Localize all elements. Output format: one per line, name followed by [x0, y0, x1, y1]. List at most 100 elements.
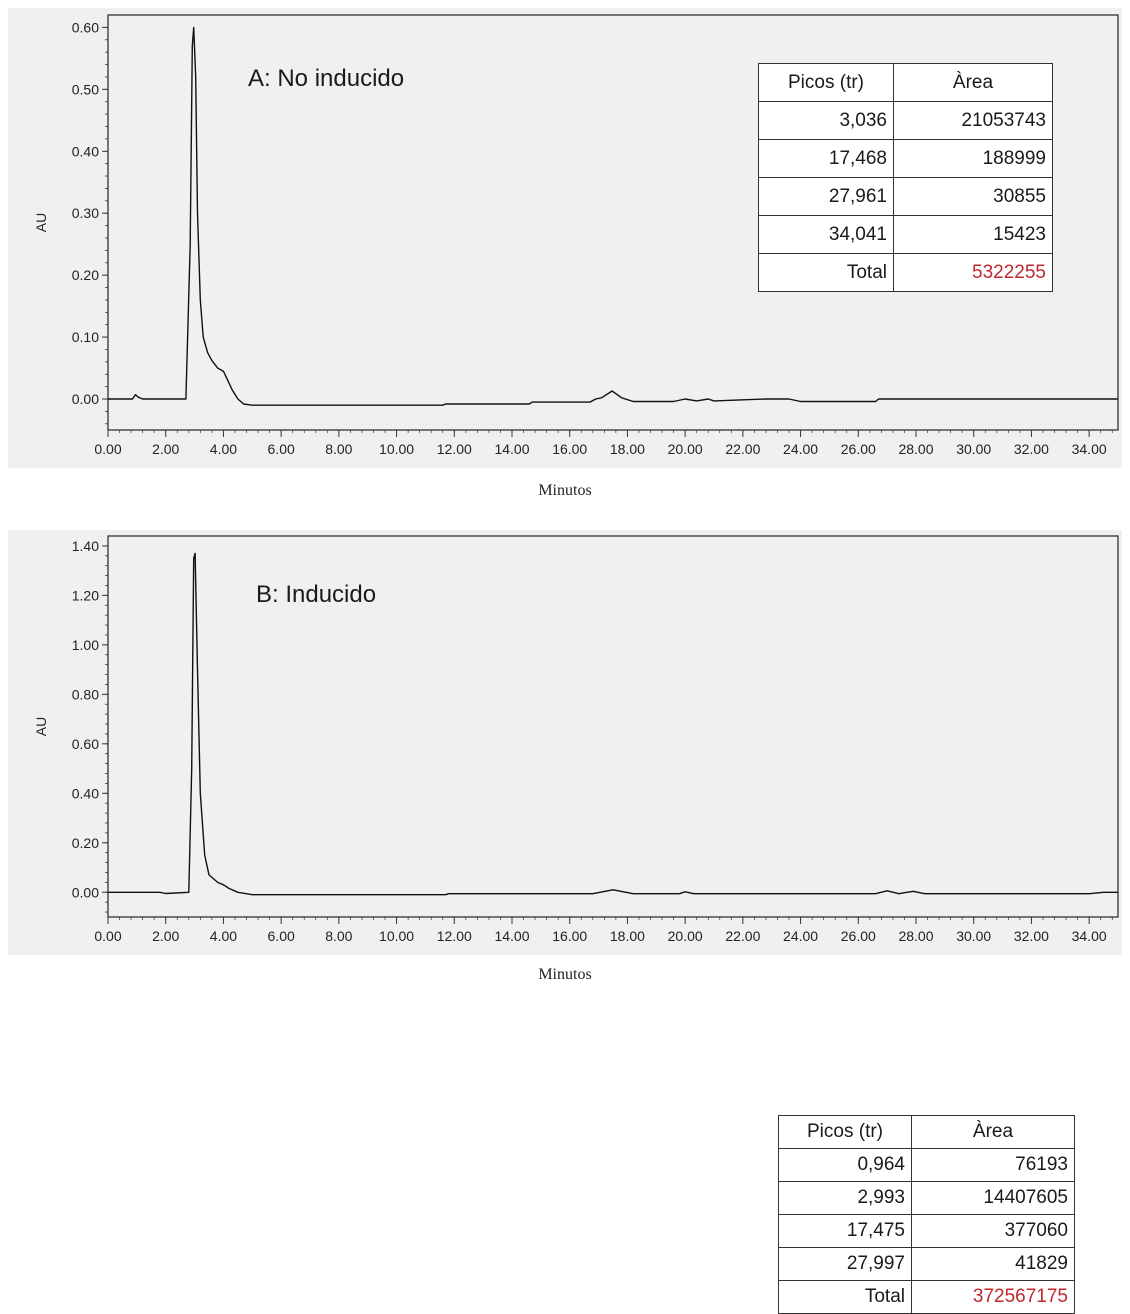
y-axis-label: AU [33, 717, 49, 736]
table-total-row: Total 5322255 [758, 253, 1053, 292]
col-header-area: Àrea [893, 63, 1053, 102]
chart-panel-b: 0.00 0.20 0.40 0.60 0.80 1.00 1.20 1.40 0.00 2.00… [8, 530, 1122, 1314]
total-label: Total [778, 1280, 912, 1314]
plot-frame [107, 14, 1119, 431]
x-tick-label: 30.00 [956, 441, 991, 457]
x-tick-label: 8.00 [325, 441, 352, 457]
y-tick-label: 1.40 [72, 538, 99, 554]
chart-annotation: A: No inducido [248, 65, 404, 92]
x-tick-label: 14.00 [494, 441, 529, 457]
x-tick-label: 6.00 [268, 928, 295, 944]
cell-area: 14407605 [911, 1181, 1075, 1215]
x-tick-label: 32.00 [1014, 441, 1049, 457]
peak-table-a: Picos (tr) Àrea 3,036 21053743 17,468 18… [758, 63, 1053, 292]
x-tick-label: 14.00 [494, 928, 529, 944]
x-tick-label: 22.00 [725, 441, 760, 457]
y-tick-label: 0.00 [72, 391, 99, 407]
x-tick-label: 16.00 [552, 441, 587, 457]
y-tick-label: 0.80 [72, 686, 99, 702]
col-header-peaks: Picos (tr) [778, 1115, 912, 1149]
x-tick-label: 18.00 [610, 928, 645, 944]
cell-peak: 2,993 [778, 1181, 912, 1215]
x-tick-label: 22.00 [725, 928, 760, 944]
cell-peak: 17,468 [758, 139, 894, 178]
chromatogram-line [108, 26, 1118, 406]
y-tick-label: 0.40 [72, 785, 99, 801]
x-tick-label: 10.00 [379, 441, 414, 457]
x-tick-label: 34.00 [1072, 441, 1107, 457]
x-tick-label: 0.00 [94, 441, 121, 457]
table-row: 0,964 76193 [778, 1148, 1075, 1182]
x-tick-label: 32.00 [1014, 928, 1049, 944]
table-row: 2,993 14407605 [778, 1181, 1075, 1215]
table-row: 17,468 188999 [758, 139, 1053, 178]
x-tick-label: 24.00 [783, 441, 818, 457]
x-tick-label: 4.00 [210, 441, 237, 457]
x-tick-label: 2.00 [152, 441, 179, 457]
cell-peak: 3,036 [758, 101, 894, 140]
x-axis-label-a: Minutos [538, 482, 592, 499]
cell-area: 377060 [911, 1214, 1075, 1248]
x-tick-label: 34.00 [1072, 928, 1107, 944]
cell-area: 30855 [893, 177, 1053, 216]
x-tick-label: 2.00 [152, 928, 179, 944]
x-axis-label-b: Minutos [538, 966, 592, 983]
cell-peak: 0,964 [778, 1148, 912, 1182]
y-axis-label: AU [33, 213, 49, 232]
cell-area: 76193 [911, 1148, 1075, 1182]
total-label: Total [758, 253, 894, 292]
table-total-row: Total 372567175 [778, 1280, 1075, 1314]
table-row: 27,997 41829 [778, 1247, 1075, 1281]
x-tick-label: 10.00 [379, 928, 414, 944]
table-row: 17,475 377060 [778, 1214, 1075, 1248]
y-tick-label: 0.40 [72, 143, 99, 159]
cell-peak: 17,475 [778, 1214, 912, 1248]
x-tick-label: 24.00 [783, 928, 818, 944]
table-row: 27,961 30855 [758, 177, 1053, 216]
x-tick-label: 18.00 [610, 441, 645, 457]
x-tick-label: 20.00 [668, 441, 703, 457]
x-tick-label: 4.00 [210, 928, 237, 944]
cell-peak: 27,961 [758, 177, 894, 216]
y-tick-label: 0.00 [72, 884, 99, 900]
y-tick-label: 0.20 [72, 267, 99, 283]
x-tick-label: 6.00 [268, 441, 295, 457]
total-value: 5322255 [893, 253, 1053, 292]
chart-annotation: B: Inducido [256, 581, 376, 608]
x-tick-label: 30.00 [956, 928, 991, 944]
table-row: 34,041 15423 [758, 215, 1053, 254]
col-header-area: Àrea [911, 1115, 1075, 1149]
cell-peak: 34,041 [758, 215, 894, 254]
y-tick-label: 0.10 [72, 329, 99, 345]
chart-panel-a: 0.00 0.10 0.20 0.30 0.40 0.50 0.60 0.00 2.00 4.00… [8, 8, 1122, 468]
table-header-row: Picos (tr) Àrea [758, 63, 1053, 102]
x-tick-label: 20.00 [668, 928, 703, 944]
x-tick-label: 26.00 [841, 441, 876, 457]
y-tick-label: 0.20 [72, 835, 99, 851]
x-tick-label: 28.00 [898, 441, 933, 457]
chromatogram-a: 0.00 0.10 0.20 0.30 0.40 0.50 0.60 0.00 2.00 4.00… [33, 14, 1119, 457]
cell-area: 41829 [911, 1247, 1075, 1281]
y-tick-label: 0.60 [72, 736, 99, 752]
table-header-row: Picos (tr) Àrea [778, 1115, 1075, 1149]
y-tick-label: 0.30 [72, 205, 99, 221]
col-header-peaks: Picos (tr) [758, 63, 894, 102]
y-tick-label: 1.20 [72, 587, 99, 603]
x-tick-label: 8.00 [325, 928, 352, 944]
x-tick-label: 12.00 [437, 928, 472, 944]
x-tick-label: 16.00 [552, 928, 587, 944]
y-tick-label: 0.60 [72, 19, 99, 35]
cell-area: 188999 [893, 139, 1053, 178]
chromatogram-b: 0.00 0.20 0.40 0.60 0.80 1.00 1.20 1.40 0.00 2.00… [33, 535, 1119, 944]
peak-table-b: Picos (tr) Àrea 0,964 76193 2,993 144076… [778, 1115, 1075, 1314]
plot-frame [107, 535, 1119, 918]
cell-area: 21053743 [893, 101, 1053, 140]
cell-peak: 27,997 [778, 1247, 912, 1281]
y-tick-label: 0.50 [72, 81, 99, 97]
table-row: 3,036 21053743 [758, 101, 1053, 140]
x-tick-label: 28.00 [898, 928, 933, 944]
cell-area: 15423 [893, 215, 1053, 254]
y-tick-label: 1.00 [72, 637, 99, 653]
chromatogram-line [108, 552, 1118, 896]
x-tick-label: 26.00 [841, 928, 876, 944]
